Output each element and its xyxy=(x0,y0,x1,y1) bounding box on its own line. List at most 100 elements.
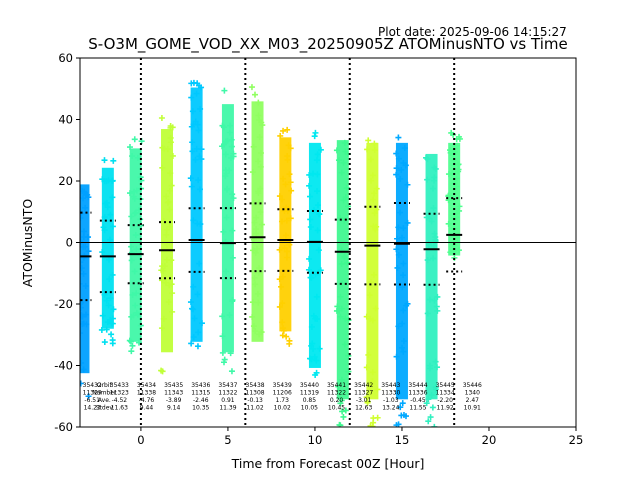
data-point xyxy=(366,292,373,299)
data-point xyxy=(162,279,169,286)
data-point xyxy=(445,171,452,178)
data-point xyxy=(369,378,376,385)
data-point xyxy=(229,191,236,198)
data-point xyxy=(158,325,165,332)
data-point xyxy=(110,306,117,313)
x-tick-label: 25 xyxy=(569,433,584,447)
data-point xyxy=(369,172,376,179)
data-point xyxy=(195,329,202,336)
data-point xyxy=(397,175,404,182)
data-point xyxy=(316,211,323,218)
data-point xyxy=(341,253,348,260)
data-point xyxy=(307,274,314,281)
data-point xyxy=(227,122,234,129)
data-point xyxy=(285,142,292,149)
data-point xyxy=(365,351,372,358)
data-point xyxy=(254,245,261,252)
data-point xyxy=(342,315,349,322)
orbit-stat: 35434 xyxy=(137,382,156,389)
data-point xyxy=(428,218,435,225)
data-point xyxy=(307,193,314,200)
data-point xyxy=(404,219,411,226)
data-point xyxy=(251,274,258,281)
data-point xyxy=(80,366,87,373)
data-point xyxy=(340,159,347,166)
data-point xyxy=(257,185,264,192)
orbit-points-35436 xyxy=(187,79,205,350)
data-point xyxy=(283,248,290,255)
data-point xyxy=(109,271,116,278)
data-point xyxy=(158,277,165,284)
data-point xyxy=(80,270,87,277)
data-point xyxy=(276,193,283,200)
orbit-band-35437 xyxy=(221,104,234,353)
orbit-stat: 11322 xyxy=(327,390,346,397)
data-point xyxy=(306,182,313,189)
orbit-stat: -2.46 xyxy=(193,397,209,404)
data-point xyxy=(85,234,92,241)
data-point xyxy=(255,112,262,119)
data-point xyxy=(133,309,140,316)
orbit-points-35433 xyxy=(98,157,117,347)
data-point xyxy=(317,267,324,274)
data-point xyxy=(133,187,140,194)
data-point xyxy=(426,362,433,369)
data-point xyxy=(430,255,437,262)
data-point xyxy=(282,181,289,188)
orbit-stat: 35438 xyxy=(246,382,265,389)
data-point xyxy=(80,280,83,287)
data-point xyxy=(277,132,284,139)
data-point xyxy=(369,369,376,376)
data-point xyxy=(399,320,406,327)
data-point xyxy=(169,308,176,315)
orbit-stat: 35442 xyxy=(354,382,373,389)
data-point xyxy=(107,295,114,302)
data-point xyxy=(133,246,140,253)
orbit-stat: 9.44 xyxy=(140,405,154,412)
data-point xyxy=(364,399,371,406)
data-point xyxy=(109,223,116,230)
data-point xyxy=(313,157,320,164)
data-point xyxy=(393,353,400,360)
y-tick-label: -60 xyxy=(54,420,73,434)
orbit-points-35442 xyxy=(363,137,381,427)
data-point xyxy=(250,323,257,330)
data-point xyxy=(135,207,142,214)
data-point xyxy=(132,302,139,309)
data-point xyxy=(219,349,226,356)
data-point xyxy=(163,193,170,200)
data-point xyxy=(305,266,312,273)
data-point xyxy=(85,194,92,201)
data-point xyxy=(309,170,316,177)
orbit-stat: -0.45 xyxy=(410,397,426,404)
data-point xyxy=(393,150,400,157)
orbit-stat: 35439 xyxy=(273,382,292,389)
data-point xyxy=(249,313,256,320)
orbit-band-35444 xyxy=(425,153,438,400)
data-point xyxy=(220,228,227,235)
orbit-points-35444 xyxy=(423,154,441,427)
x-tick-label: 0 xyxy=(137,433,144,447)
data-point xyxy=(195,127,202,134)
data-point xyxy=(371,140,378,147)
data-point xyxy=(189,148,196,155)
data-point xyxy=(128,313,135,320)
data-point xyxy=(429,185,436,192)
data-point xyxy=(371,190,378,197)
data-point xyxy=(80,313,86,320)
data-point xyxy=(131,188,138,195)
data-point xyxy=(345,317,352,324)
data-point xyxy=(253,214,260,221)
data-point xyxy=(222,151,229,158)
data-point xyxy=(159,164,166,171)
data-point xyxy=(312,129,319,136)
data-point xyxy=(287,215,294,222)
data-point xyxy=(434,293,441,300)
data-point xyxy=(432,358,439,365)
data-point xyxy=(276,303,283,310)
data-point xyxy=(429,404,436,411)
data-point xyxy=(223,268,230,275)
orbit-stat: 11330 xyxy=(381,390,400,397)
orbit-stat: 10.35 xyxy=(192,405,209,412)
data-point xyxy=(80,265,85,272)
